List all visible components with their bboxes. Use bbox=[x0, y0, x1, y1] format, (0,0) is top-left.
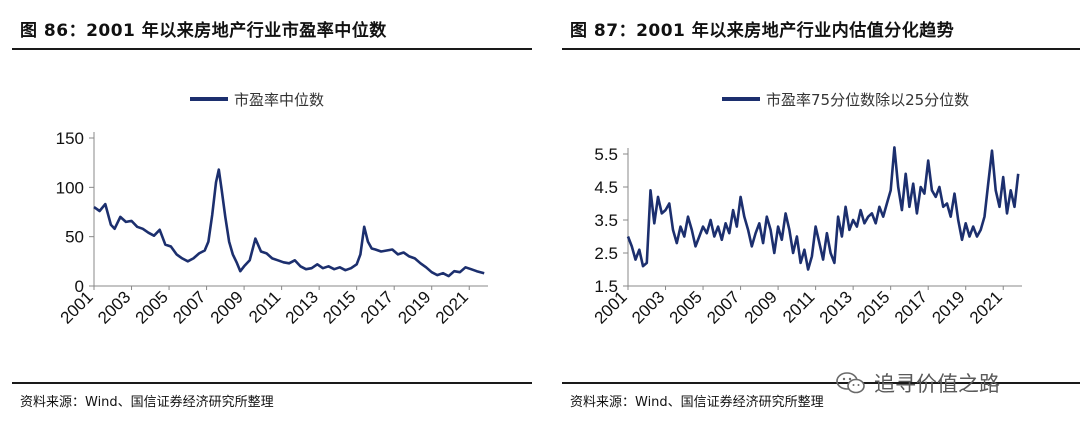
watermark-text: 追寻价值之路 bbox=[874, 372, 1000, 396]
figure-title: 图 87：2001 年以来房地产行业内估值分化趋势 bbox=[570, 21, 955, 41]
x-tick-label: 2007 bbox=[169, 287, 209, 327]
y-tick-label: 50 bbox=[65, 228, 84, 247]
x-tick-label: 2019 bbox=[394, 287, 434, 327]
y-tick-label: 5.5 bbox=[594, 145, 618, 164]
x-tick-label: 2015 bbox=[319, 287, 359, 327]
x-tick-label: 2015 bbox=[853, 287, 893, 327]
x-tick-label: 2021 bbox=[432, 287, 472, 327]
series-line bbox=[626, 146, 1020, 271]
y-tick-label: 3.5 bbox=[594, 211, 618, 230]
y-tick-label: 2.5 bbox=[594, 244, 618, 263]
x-tick-label: 2003 bbox=[94, 287, 134, 327]
x-tick-label: 2017 bbox=[891, 287, 931, 327]
legend-label: 市盈率75分位数除以25分位数 bbox=[766, 91, 969, 109]
x-tick-label: 2007 bbox=[703, 287, 743, 327]
x-tick-label: 2003 bbox=[628, 287, 668, 327]
figure-title: 图 86：2001 年以来房地产行业市盈率中位数 bbox=[20, 21, 387, 41]
valuation-spread-chart: 市盈率75分位数除以25分位数1.52.53.54.55.52001200320… bbox=[591, 91, 1022, 328]
bottom-rule bbox=[12, 382, 532, 384]
top-rule bbox=[12, 48, 532, 50]
watermark: 追寻价值之路 bbox=[836, 368, 1000, 398]
left-figure-panel: 图 86：2001 年以来房地产行业市盈率中位数 市盈率中位数 0 50 100 150… bbox=[12, 0, 532, 435]
y-tick-label: 4.5 bbox=[594, 178, 618, 197]
x-tick-label: 2021 bbox=[966, 287, 1006, 327]
x-tick-label: 2005 bbox=[132, 287, 172, 327]
bottom-rule bbox=[562, 382, 1080, 384]
pe-median-chart: 市盈率中位数0501001502001200320052007200920112… bbox=[56, 91, 488, 328]
x-tick-label: 2011 bbox=[779, 287, 818, 326]
y-tick-label: 150 bbox=[56, 129, 84, 148]
source-note: 资料来源：Wind、国信证券经济研究所整理 bbox=[570, 395, 824, 410]
y-tick-label: 100 bbox=[56, 178, 84, 197]
legend-label: 市盈率中位数 bbox=[234, 91, 324, 109]
wechat-icon bbox=[836, 372, 865, 394]
x-tick-label: 2019 bbox=[928, 287, 968, 327]
x-tick-label: 2013 bbox=[282, 287, 322, 327]
x-tick-label: 2001 bbox=[57, 287, 97, 327]
x-tick-label: 2009 bbox=[207, 287, 247, 327]
x-tick-label: 2005 bbox=[666, 287, 706, 327]
y-tick-label: 1.5 bbox=[594, 277, 618, 296]
series-line bbox=[93, 168, 485, 278]
x-tick-label: 2017 bbox=[357, 287, 397, 327]
right-figure-panel: 图 87：2001 年以来房地产行业内估值分化趋势 市盈率75分位数除以25分位… bbox=[562, 0, 1080, 435]
x-tick-label: 2013 bbox=[816, 287, 856, 327]
top-rule bbox=[562, 48, 1080, 50]
source-note: 资料来源：Wind、国信证券经济研究所整理 bbox=[20, 395, 274, 410]
y-tick-label: 0 bbox=[75, 277, 84, 296]
x-tick-label: 2011 bbox=[245, 287, 284, 326]
x-tick-label: 2009 bbox=[741, 287, 781, 327]
